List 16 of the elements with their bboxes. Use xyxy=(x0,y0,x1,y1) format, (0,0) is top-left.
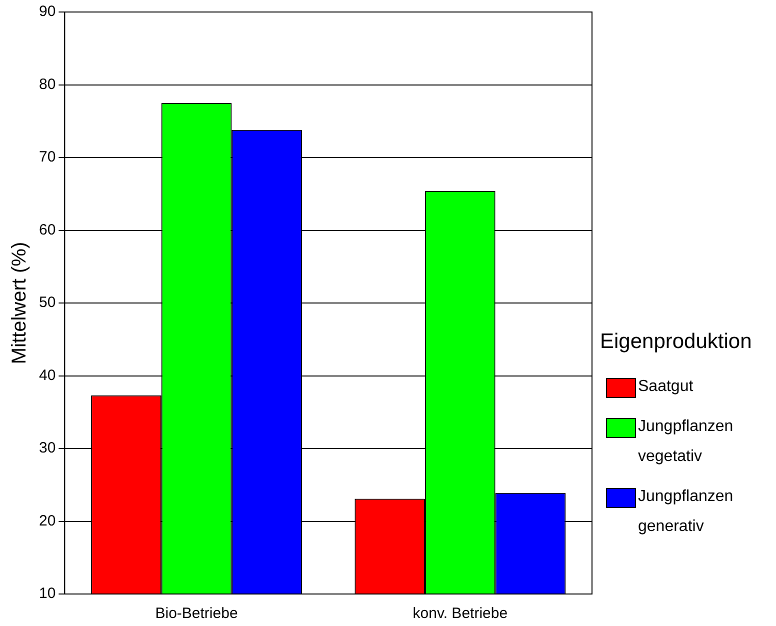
y-tick-label: 20 xyxy=(38,512,56,530)
y-tick-label: 40 xyxy=(38,366,56,384)
legend-title: Eigenproduktion xyxy=(600,330,753,354)
y-tick-label: 60 xyxy=(38,221,56,238)
y-tick-label: 50 xyxy=(38,294,56,312)
y-axis-title: Mittelwert (%) xyxy=(8,242,31,364)
legend-label: Jungpflanzen vegetativ xyxy=(638,417,734,467)
legend-label: Saatgut xyxy=(638,377,694,397)
y-tick-label: 30 xyxy=(38,440,56,457)
y-tick-label: 70 xyxy=(38,148,56,166)
x-tick-label: konv. Betriebe xyxy=(412,605,508,622)
legend-label: Jungpflanzen generativ xyxy=(638,487,734,537)
x-tick-label: Bio-Betriebe xyxy=(155,605,238,622)
y-tick-label: 10 xyxy=(38,585,56,602)
y-tick-label: 90 xyxy=(38,3,56,20)
y-tick-label: 80 xyxy=(38,76,56,93)
